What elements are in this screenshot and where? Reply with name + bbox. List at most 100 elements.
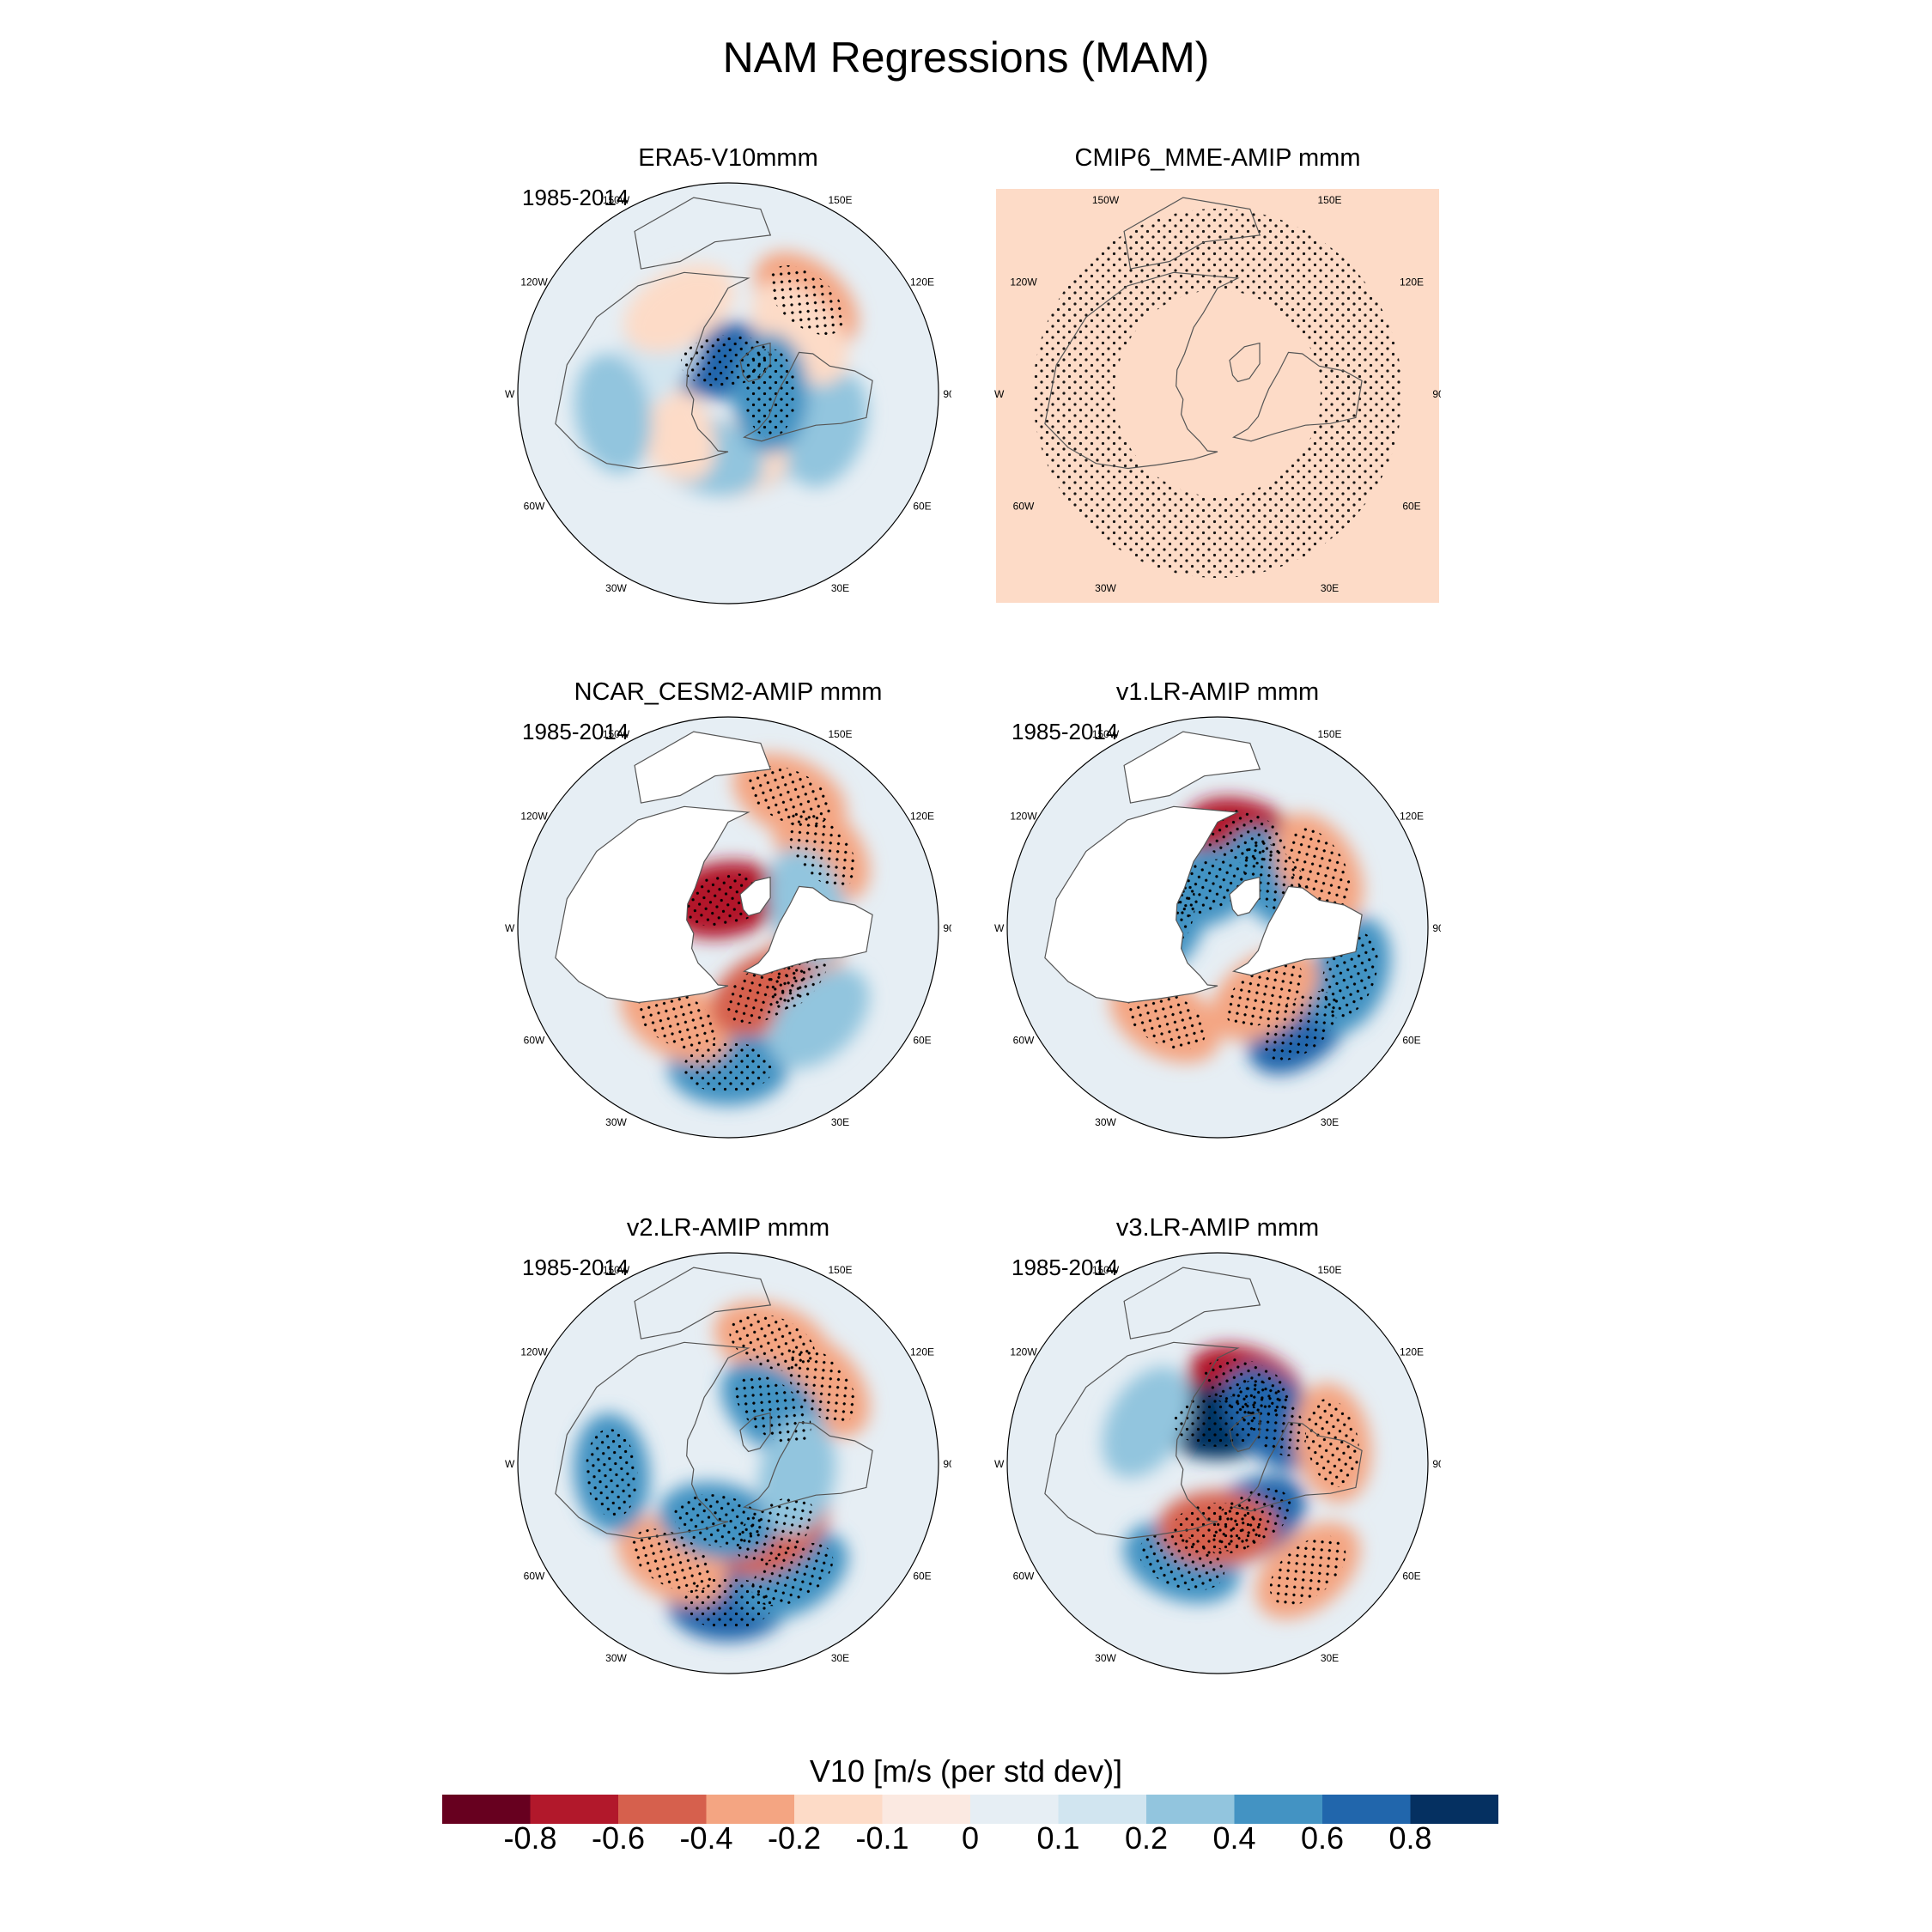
colorbar-tick-label: 0.1 bbox=[1036, 1820, 1080, 1856]
significance-stipple bbox=[683, 1577, 773, 1630]
longitude-label: 120E bbox=[1400, 276, 1424, 289]
longitude-label: 30W bbox=[1095, 1116, 1116, 1128]
panel-title: ERA5-V10mmm bbox=[638, 144, 818, 172]
significance-stipple bbox=[747, 766, 832, 826]
significance-stipple bbox=[744, 349, 796, 438]
panel-v2-lr: v2.LR-AMIP mmm 1985-2014 180150E120E90E6… bbox=[505, 1214, 951, 1678]
coastline bbox=[742, 885, 873, 976]
colorbar-tick-label: -0.2 bbox=[767, 1820, 822, 1856]
significance-stipple bbox=[768, 264, 845, 336]
coastline bbox=[1123, 197, 1261, 270]
longitude-label: 120E bbox=[910, 811, 934, 823]
longitude-label: 60E bbox=[913, 501, 931, 513]
coastline bbox=[555, 1341, 750, 1540]
colorbar-segment bbox=[1322, 1795, 1411, 1824]
coastline bbox=[1231, 1421, 1363, 1512]
colorbar-segment bbox=[442, 1795, 531, 1824]
longitude-label: 120E bbox=[1400, 811, 1424, 823]
longitude-label: 150W bbox=[1092, 728, 1120, 740]
longitude-label: 30E bbox=[831, 1652, 849, 1664]
panel-v3-lr: v3.LR-AMIP mmm 1985-2014 180150E120E90E6… bbox=[994, 1214, 1441, 1678]
period-label: 1985-2014 bbox=[522, 1255, 629, 1280]
colorbar bbox=[442, 1795, 1498, 1824]
panel-title: CMIP6_MME-AMIP mmm bbox=[1074, 144, 1361, 172]
longitude-label: 150E bbox=[828, 1264, 852, 1276]
map-background bbox=[1007, 1253, 1428, 1674]
anomaly-cell bbox=[574, 354, 652, 473]
coastline bbox=[742, 351, 873, 442]
anomaly-cell bbox=[1102, 1366, 1192, 1478]
longitude-label: 30E bbox=[1321, 582, 1339, 594]
longitude-label: 90E bbox=[1432, 1458, 1441, 1470]
coastline bbox=[739, 1412, 771, 1453]
coastline bbox=[1044, 1341, 1240, 1540]
anomaly-cell bbox=[623, 264, 735, 353]
polar-map: 180150E120E90E60E30E030W60W90W120W150W bbox=[505, 716, 951, 1139]
panel-title: v2.LR-AMIP mmm bbox=[626, 1214, 830, 1242]
longitude-label: 60W bbox=[524, 1571, 545, 1583]
longitude-label: 60E bbox=[913, 1571, 931, 1583]
longitude-label: 120E bbox=[1400, 1346, 1424, 1358]
longitude-label: 30E bbox=[1321, 1652, 1339, 1664]
colorbar-segment bbox=[1234, 1795, 1323, 1824]
longitude-label: 60E bbox=[1402, 1571, 1420, 1583]
coastline bbox=[634, 731, 772, 804]
colorbar-segment bbox=[794, 1795, 883, 1824]
colorbar-tick-label: -0.8 bbox=[503, 1820, 557, 1856]
colorbar-tick-label: 0.4 bbox=[1212, 1820, 1256, 1856]
significance-stipple bbox=[635, 987, 717, 1050]
longitude-label: 150W bbox=[603, 194, 630, 206]
coastline bbox=[555, 271, 750, 470]
period-label: 1985-2014 bbox=[522, 719, 629, 744]
longitude-label: 90W bbox=[994, 388, 1005, 400]
significance-stipple bbox=[1306, 1398, 1359, 1487]
colorbar-tick-label: -0.1 bbox=[855, 1820, 909, 1856]
significance-stipple bbox=[735, 1374, 811, 1445]
longitude-label: 60W bbox=[1013, 501, 1035, 513]
significance-stipple bbox=[1269, 1535, 1346, 1606]
colorbar-title: V10 [m/s (per std dev)] bbox=[809, 1753, 1123, 1789]
coastline bbox=[1229, 342, 1261, 383]
longitude-label: 90W bbox=[994, 922, 1005, 934]
colorbar-tick-label: 0.6 bbox=[1300, 1820, 1345, 1856]
longitude-label: 60E bbox=[1402, 1035, 1420, 1047]
longitude-label: 120E bbox=[910, 276, 934, 289]
longitude-label: 90W bbox=[505, 922, 515, 934]
coastline bbox=[1231, 885, 1363, 976]
significance-stipple bbox=[725, 960, 807, 1024]
colorbar-tick-label: -0.4 bbox=[679, 1820, 733, 1856]
significance-stipple bbox=[729, 1313, 816, 1371]
longitude-label: 120W bbox=[520, 276, 548, 289]
longitude-label: 150W bbox=[603, 728, 630, 740]
colorbar-segment bbox=[1410, 1795, 1498, 1824]
colorbar-segment bbox=[530, 1795, 619, 1824]
coastline bbox=[1123, 731, 1261, 804]
longitude-label: 60W bbox=[1013, 1571, 1035, 1583]
colorbar-tick-label: 0.2 bbox=[1124, 1820, 1169, 1856]
panel-cmip6-mme: CMIP6_MME-AMIP mmm 1985-2014 180150E120E… bbox=[994, 144, 1441, 608]
longitude-label: 150W bbox=[1092, 194, 1120, 206]
polar-map: 180150E120E90E60E30E030W60W90W120W150W bbox=[505, 182, 951, 605]
map-border bbox=[517, 182, 939, 605]
longitude-label: 90E bbox=[943, 1458, 951, 1470]
colorbar-segment bbox=[706, 1795, 795, 1824]
longitude-label: 150E bbox=[1317, 1264, 1341, 1276]
longitude-label: 120W bbox=[1010, 811, 1037, 823]
longitude-label: 90E bbox=[1432, 922, 1441, 934]
longitude-label: 60E bbox=[1402, 501, 1420, 513]
longitude-label: 30E bbox=[1321, 1116, 1339, 1128]
longitude-label: 30W bbox=[1095, 582, 1116, 594]
longitude-label: 150E bbox=[1317, 194, 1341, 206]
significance-stipple bbox=[1224, 961, 1304, 1028]
colorbar-segment bbox=[1146, 1795, 1235, 1824]
longitude-label: 150E bbox=[1317, 728, 1341, 740]
panel-title: v1.LR-AMIP mmm bbox=[1115, 678, 1320, 706]
longitude-label: 90E bbox=[1432, 388, 1441, 400]
longitude-label: 60W bbox=[524, 1035, 545, 1047]
longitude-label: 150W bbox=[603, 1264, 630, 1276]
coastline bbox=[634, 1267, 772, 1340]
polar-map: 180150E120E90E60E30E030W60W90W120W150W bbox=[994, 1252, 1441, 1674]
significance-stipple bbox=[1236, 1380, 1307, 1456]
period-label: 1985-2014 bbox=[1012, 719, 1119, 744]
longitude-label: 30W bbox=[605, 1652, 627, 1664]
